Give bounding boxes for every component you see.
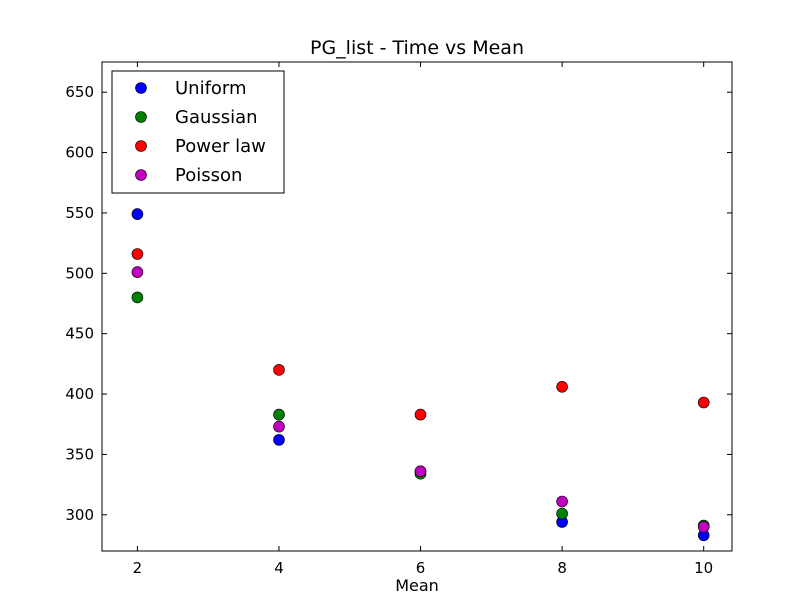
x-tick-label: 8	[557, 559, 567, 577]
legend-label-uniform: Uniform	[175, 78, 247, 99]
plot-area-frame	[101, 61, 733, 552]
data-point-poisson	[273, 420, 285, 433]
y-tick-label: 500	[65, 264, 94, 282]
x-tick-label: 6	[416, 559, 426, 577]
legend-label-poisson: Poisson	[175, 165, 242, 186]
data-point-uniform	[273, 434, 285, 446]
legend-label-gaussian: Gaussian	[175, 107, 258, 128]
legend-marker-power-law	[135, 140, 147, 152]
x-tick-label: 2	[133, 559, 143, 577]
legend-label-power-law: Power law	[175, 136, 266, 157]
y-tick-label: 300	[65, 506, 94, 524]
legend: Uniform Gaussian Power law Poisson	[111, 70, 285, 194]
data-point-gaussian	[131, 291, 144, 304]
data-point-poisson	[414, 465, 427, 478]
x-tick-label: 4	[274, 559, 284, 577]
data-point-poisson	[131, 266, 144, 278]
data-point-gaussian	[273, 408, 285, 421]
data-point-power-law	[414, 408, 427, 421]
axis-ticks-layer: 2 4 6 8 10 300 350 400 450 500 550 600 650	[65, 62, 732, 577]
data-point-power-law	[556, 380, 568, 393]
x-axis-label: Mean	[395, 576, 439, 595]
data-point-poisson	[556, 495, 568, 508]
y-tick-label: 550	[65, 204, 94, 222]
data-point-power-law	[697, 396, 710, 409]
y-tick-label: 600	[65, 144, 94, 162]
y-tick-label: 650	[65, 83, 94, 101]
y-tick-label: 400	[65, 385, 94, 403]
legend-marker-uniform	[135, 82, 147, 94]
y-tick-label: 450	[65, 325, 94, 343]
data-point-uniform	[131, 208, 144, 220]
data-point-gaussian	[556, 507, 568, 520]
data-point-power-law	[131, 248, 144, 260]
chart-title: PG_list - Time vs Mean	[310, 37, 524, 59]
legend-marker-poisson	[135, 169, 147, 181]
legend-marker-gaussian	[135, 111, 147, 123]
data-point-poisson	[697, 521, 710, 533]
data-point-power-law	[273, 364, 285, 376]
y-tick-label: 350	[65, 445, 94, 463]
x-tick-label: 10	[694, 559, 713, 577]
data-points-layer	[131, 208, 710, 542]
